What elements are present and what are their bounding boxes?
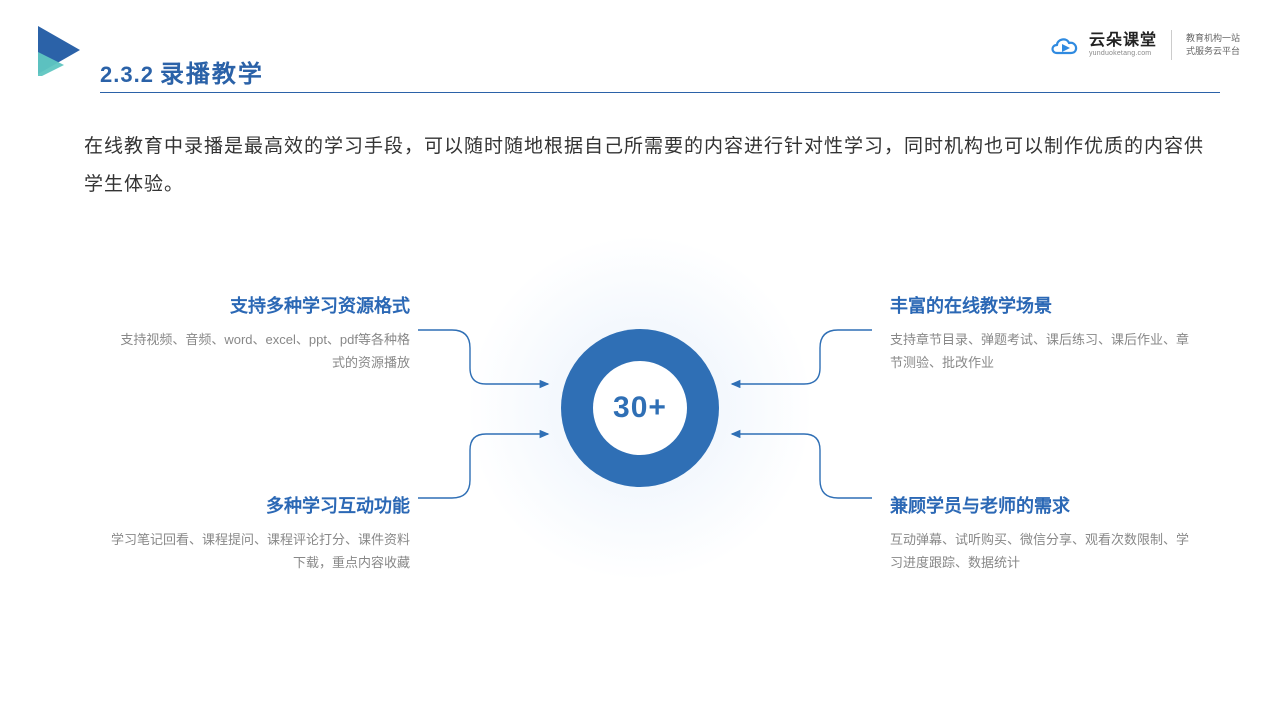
feature-title: 多种学习互动功能 <box>110 492 410 518</box>
feature-desc: 互动弹幕、试听购买、微信分享、观看次数限制、学习进度跟踪、数据统计 <box>890 528 1190 575</box>
feature-bottom-right: 兼顾学员与老师的需求 互动弹幕、试听购买、微信分享、观看次数限制、学习进度跟踪、… <box>890 492 1190 575</box>
feature-bottom-left: 多种学习互动功能 学习笔记回看、课程提问、课程评论打分、课件资料下载，重点内容收… <box>110 492 410 575</box>
heading-underline <box>100 92 1220 93</box>
feature-title: 支持多种学习资源格式 <box>110 292 410 318</box>
feature-title: 兼顾学员与老师的需求 <box>890 492 1190 518</box>
slide-root: 2.3.2 录播教学 云朵课堂 yunduoketang.com 教育机构一站 … <box>0 0 1280 720</box>
ring-value: 30+ <box>613 391 667 425</box>
feature-top-left: 支持多种学习资源格式 支持视频、音频、word、excel、ppt、pdf等各种… <box>110 292 410 375</box>
logo-tagline-1: 教育机构一站 <box>1186 33 1240 43</box>
logo-divider <box>1171 30 1172 60</box>
logo-name: 云朵课堂 <box>1089 32 1157 50</box>
logo-tagline-2: 式服务云平台 <box>1186 46 1240 56</box>
logo-text: 云朵课堂 yunduoketang.com <box>1089 32 1157 57</box>
section-heading: 2.3.2 录播教学 <box>100 54 264 89</box>
logo-url: yunduoketang.com <box>1089 50 1157 58</box>
play-icon <box>34 24 86 81</box>
cloud-icon <box>1049 35 1081 55</box>
logo-tagline: 教育机构一站 式服务云平台 <box>1186 32 1240 57</box>
brand-logo: 云朵课堂 yunduoketang.com 教育机构一站 式服务云平台 <box>1049 30 1240 60</box>
center-ring: 30+ <box>470 238 810 578</box>
feature-desc: 支持视频、音频、word、excel、ppt、pdf等各种格式的资源播放 <box>110 328 410 375</box>
feature-top-right: 丰富的在线教学场景 支持章节目录、弹题考试、课后练习、课后作业、章节测验、批改作… <box>890 292 1190 375</box>
ring-inner: 30+ <box>593 361 687 455</box>
feature-desc: 支持章节目录、弹题考试、课后练习、课后作业、章节测验、批改作业 <box>890 328 1190 375</box>
section-title: 录播教学 <box>160 54 264 89</box>
feature-desc: 学习笔记回看、课程提问、课程评论打分、课件资料下载，重点内容收藏 <box>110 528 410 575</box>
feature-title: 丰富的在线教学场景 <box>890 292 1190 318</box>
section-number: 2.3.2 <box>100 62 154 88</box>
intro-paragraph: 在线教育中录播是最高效的学习手段，可以随时随地根据自己所需要的内容进行针对性学习… <box>84 128 1204 204</box>
